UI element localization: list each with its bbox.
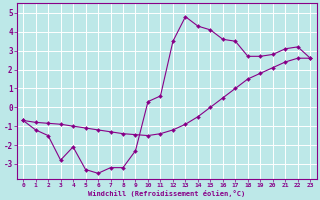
X-axis label: Windchill (Refroidissement éolien,°C): Windchill (Refroidissement éolien,°C) — [88, 190, 245, 197]
